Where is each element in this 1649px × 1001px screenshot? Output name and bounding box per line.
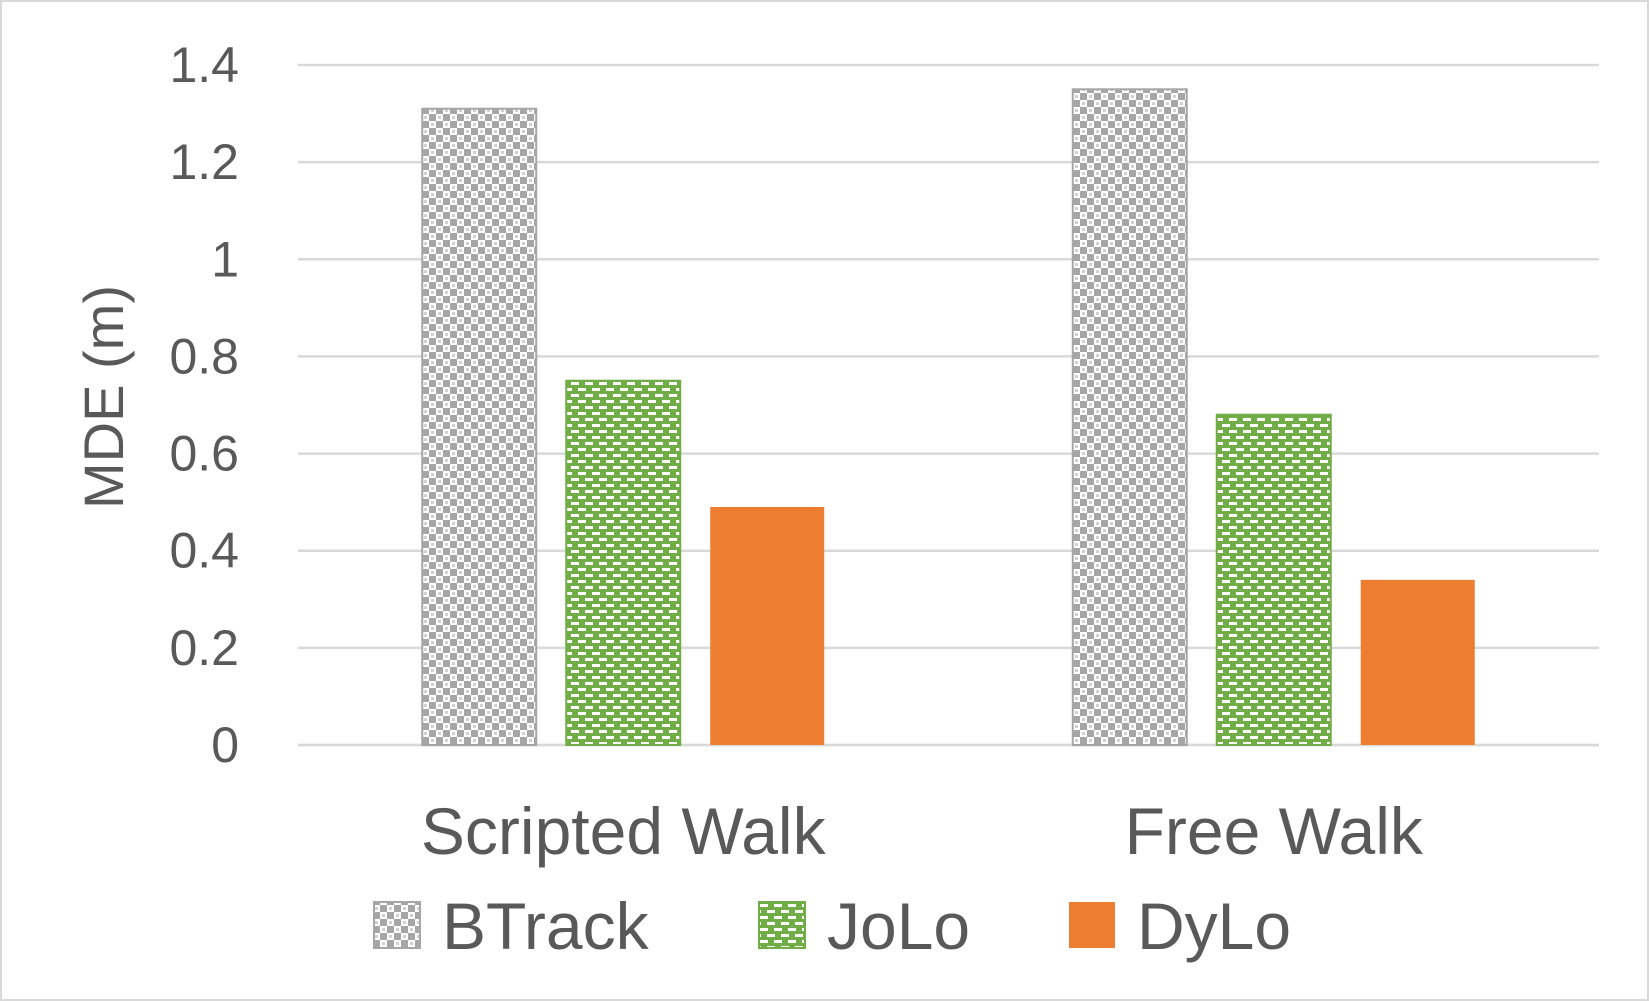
x-category-label: Scripted Walk — [421, 794, 827, 868]
legend-swatch-btrack — [373, 901, 421, 949]
bar-btrack-1 — [421, 107, 538, 746]
bar-jolo-1 — [565, 379, 682, 746]
y-tick-label: 1.4 — [169, 37, 239, 93]
legend-swatch-jolo — [758, 901, 806, 949]
y-tick-label: 0.6 — [169, 426, 239, 482]
bar-jolo-2 — [1215, 413, 1332, 746]
bar-dylo-1 — [710, 507, 825, 745]
y-axis-title: MDE (m) — [72, 285, 135, 509]
y-tick-label: 0.2 — [169, 620, 239, 676]
y-axis-ticks: 0 0.2 0.4 0.6 0.8 1 1.2 1.4 — [169, 37, 239, 773]
bars — [421, 88, 1475, 747]
legend-swatch-dylo — [1069, 902, 1115, 948]
legend-label-jolo: JoLo — [827, 889, 970, 963]
y-tick-label: 1 — [211, 231, 239, 287]
y-tick-label: 0 — [211, 717, 239, 773]
legend-label-dylo: DyLo — [1137, 889, 1291, 963]
y-tick-label: 1.2 — [169, 134, 239, 190]
legend: BTrack JoLo DyLo — [373, 889, 1291, 963]
legend-label-btrack: BTrack — [442, 889, 650, 963]
bar-btrack-2 — [1071, 88, 1188, 747]
y-tick-label: 0.8 — [169, 328, 239, 384]
bar-dylo-2 — [1360, 579, 1475, 745]
x-axis-categories: Scripted Walk Free Walk — [421, 794, 1424, 868]
x-category-label: Free Walk — [1125, 794, 1424, 868]
y-tick-label: 0.4 — [169, 523, 239, 579]
